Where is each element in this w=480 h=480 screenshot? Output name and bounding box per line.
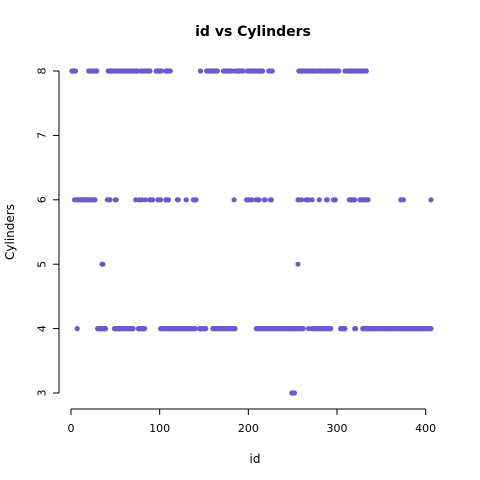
data-point: [214, 68, 220, 74]
x-axis-label: id: [250, 452, 261, 466]
data-point: [363, 68, 369, 74]
data-point: [291, 390, 298, 396]
data-point: [183, 197, 189, 203]
x-axis: 0 100 200 300 400: [68, 408, 436, 435]
data-point: [269, 68, 275, 74]
data-point: [193, 197, 199, 203]
data-points: [69, 68, 434, 396]
data-point: [197, 68, 204, 74]
y-tick-label: 6: [36, 196, 49, 203]
y-axis: 3 4 5 6 7 8: [36, 68, 60, 397]
data-point: [336, 68, 342, 74]
data-point: [365, 197, 371, 203]
data-point: [295, 261, 301, 267]
data-point: [342, 326, 348, 332]
data-point: [300, 326, 306, 332]
data-point: [231, 197, 237, 203]
data-point: [94, 68, 100, 74]
data-point: [165, 197, 172, 203]
y-axis-label: Cylinders: [3, 204, 17, 260]
data-point: [332, 197, 338, 203]
data-point: [249, 197, 255, 203]
data-point: [74, 326, 80, 332]
y-tick-label: 3: [36, 390, 49, 397]
data-point: [92, 197, 98, 203]
data-point: [232, 326, 238, 332]
data-point: [100, 261, 106, 267]
x-tick-label: 0: [68, 422, 75, 435]
y-tick-label: 7: [36, 132, 49, 139]
data-point: [167, 68, 173, 74]
data-point: [142, 197, 149, 203]
y-tick-label: 5: [36, 261, 49, 268]
data-point: [298, 197, 305, 203]
data-point: [107, 197, 113, 203]
data-point: [147, 68, 153, 74]
data-point: [328, 326, 334, 332]
data-point: [175, 197, 181, 203]
data-point: [353, 326, 359, 332]
data-point: [316, 197, 322, 203]
data-point: [268, 197, 274, 203]
y-tick-label: 4: [36, 325, 49, 332]
x-tick-label: 300: [327, 422, 348, 435]
data-point: [352, 197, 358, 203]
data-point: [113, 197, 119, 203]
data-point: [240, 68, 246, 74]
data-point: [157, 197, 164, 203]
x-tick-label: 200: [238, 422, 259, 435]
data-point: [203, 326, 209, 332]
data-point: [428, 326, 434, 332]
data-point: [256, 197, 262, 203]
data-point: [158, 68, 165, 74]
data-point: [149, 197, 156, 203]
data-point: [324, 197, 330, 203]
data-point: [259, 68, 266, 74]
data-point: [72, 68, 79, 74]
data-point: [309, 197, 315, 203]
x-tick-label: 400: [415, 422, 436, 435]
data-point: [192, 326, 198, 332]
data-point: [141, 326, 148, 332]
data-point: [428, 197, 434, 203]
data-point: [102, 326, 109, 332]
data-point: [262, 197, 268, 203]
chart-title: id vs Cylinders: [195, 24, 311, 40]
x-tick-label: 100: [149, 422, 170, 435]
data-point: [400, 197, 407, 203]
data-point: [130, 326, 136, 332]
y-tick-label: 8: [36, 68, 49, 75]
